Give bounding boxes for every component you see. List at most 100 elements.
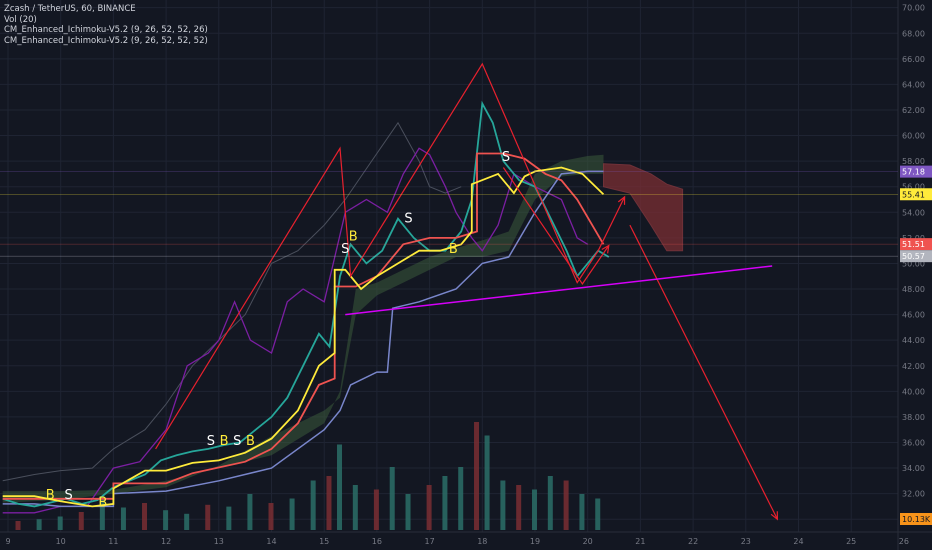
volume-bar bbox=[442, 476, 448, 530]
volume-bar bbox=[78, 512, 84, 530]
signal-marker: S bbox=[502, 150, 510, 165]
volume-bar bbox=[57, 516, 63, 530]
purple-line bbox=[2, 147, 589, 514]
tenkan-line bbox=[2, 166, 605, 508]
volume-bar bbox=[226, 506, 232, 530]
annotation-line bbox=[155, 62, 626, 450]
price-label: 50.57 bbox=[902, 252, 925, 261]
x-tick-label: 19 bbox=[530, 537, 540, 546]
signal-marker: S bbox=[207, 434, 215, 449]
volume-bar bbox=[310, 480, 316, 530]
volume-bar bbox=[99, 498, 105, 530]
signal-marker: B bbox=[98, 495, 107, 510]
cloud-green bbox=[2, 154, 604, 503]
y-tick-label: 40.00 bbox=[902, 387, 925, 396]
y-tick-label: 32.00 bbox=[902, 490, 925, 499]
x-tick-label: 14 bbox=[266, 537, 276, 546]
signal-marker: S bbox=[341, 242, 349, 257]
annotation-line bbox=[629, 224, 778, 520]
volume-bar bbox=[247, 494, 253, 530]
x-tick-label: 22 bbox=[688, 537, 698, 546]
y-tick-label: 42.00 bbox=[902, 362, 925, 371]
x-tick-label: 21 bbox=[635, 537, 645, 546]
price-label-box bbox=[900, 188, 932, 201]
price-label: 57.18 bbox=[902, 168, 925, 177]
x-tick-label: 23 bbox=[741, 537, 751, 546]
volume-bar bbox=[532, 489, 537, 530]
indicator-lines bbox=[2, 100, 610, 514]
trendline bbox=[345, 265, 773, 316]
y-tick-label: 56.00 bbox=[902, 183, 925, 192]
ichimoku-clouds bbox=[2, 154, 684, 503]
price-label: 51.51 bbox=[902, 240, 925, 249]
volume-bar bbox=[326, 476, 332, 530]
price-axis-bg bbox=[898, 0, 932, 550]
volume-label: 10.13K bbox=[902, 515, 931, 524]
volume-bar bbox=[289, 498, 295, 530]
volume-bar bbox=[36, 519, 42, 530]
volume-bar bbox=[389, 467, 395, 530]
volume-bar bbox=[268, 503, 274, 530]
volume-bar bbox=[337, 444, 343, 530]
volume-bar bbox=[142, 503, 148, 530]
signal-marker: B bbox=[46, 488, 55, 503]
volume-bar bbox=[547, 476, 553, 530]
volume-bar bbox=[184, 513, 190, 530]
signal-marker: S bbox=[64, 488, 72, 503]
signal-marker: B bbox=[220, 434, 229, 449]
x-tick-label: 13 bbox=[214, 537, 224, 546]
volume-bar bbox=[500, 480, 506, 530]
indicator-line-2[interactable]: CM_Enhanced_Ichimoku-V5.2 (9, 26, 52, 52… bbox=[4, 35, 208, 46]
y-tick-label: 70.00 bbox=[902, 4, 925, 13]
volume-bar bbox=[563, 480, 569, 530]
y-tick-label: 38.00 bbox=[902, 413, 925, 422]
volume-bar bbox=[426, 485, 432, 530]
x-tick-label: 9 bbox=[5, 537, 10, 546]
x-tick-label: 24 bbox=[793, 537, 803, 546]
y-tick-label: 68.00 bbox=[902, 29, 925, 38]
y-tick-label: 44.00 bbox=[902, 336, 925, 345]
volume-label-box bbox=[900, 513, 932, 525]
time-axis-bg bbox=[0, 532, 932, 550]
volume-bar bbox=[205, 504, 211, 530]
gray-line bbox=[2, 121, 462, 482]
y-tick-label: 64.00 bbox=[902, 80, 925, 89]
x-tick-label: 25 bbox=[846, 537, 856, 546]
volume-bar bbox=[474, 422, 480, 530]
volume-bar bbox=[15, 521, 21, 530]
volume-bar bbox=[352, 485, 358, 530]
volume-bar bbox=[373, 489, 379, 530]
arrow-head bbox=[770, 511, 779, 521]
y-tick-label: 58.00 bbox=[902, 157, 925, 166]
volume-bars bbox=[15, 422, 601, 530]
x-tick-label: 10 bbox=[56, 537, 66, 546]
volume-bar bbox=[484, 435, 490, 530]
y-tick-label: 60.00 bbox=[902, 132, 925, 141]
signal-marker: B bbox=[246, 434, 255, 449]
x-tick-label: 26 bbox=[899, 537, 909, 546]
volume-bar bbox=[516, 485, 522, 530]
x-tick-label: 15 bbox=[319, 537, 329, 546]
y-tick-label: 50.00 bbox=[902, 259, 925, 268]
y-tick-label: 66.00 bbox=[902, 55, 925, 64]
arrow-head bbox=[617, 195, 626, 205]
y-tick-label: 36.00 bbox=[902, 438, 925, 447]
indicator-line-1[interactable]: CM_Enhanced_Ichimoku-V5.2 (9, 26, 52, 52… bbox=[4, 25, 208, 36]
annotation-line bbox=[502, 167, 610, 285]
volume-bar bbox=[120, 507, 126, 530]
y-tick-label: 34.00 bbox=[902, 464, 925, 473]
cloud-red bbox=[603, 163, 684, 252]
x-tick-label: 11 bbox=[108, 537, 118, 546]
signal-marker: B bbox=[449, 242, 458, 257]
volume-line[interactable]: Vol (20) bbox=[4, 14, 37, 25]
signal-marker: S bbox=[233, 434, 241, 449]
chart-legend: Zcash / TetherUS, 60, BINANCE Vol (20) C… bbox=[4, 4, 208, 46]
y-tick-label: 48.00 bbox=[902, 285, 925, 294]
signal-marker: B bbox=[349, 229, 358, 244]
symbol-line[interactable]: Zcash / TetherUS, 60, BINANCE bbox=[4, 4, 136, 14]
y-tick-label: 54.00 bbox=[902, 208, 925, 217]
